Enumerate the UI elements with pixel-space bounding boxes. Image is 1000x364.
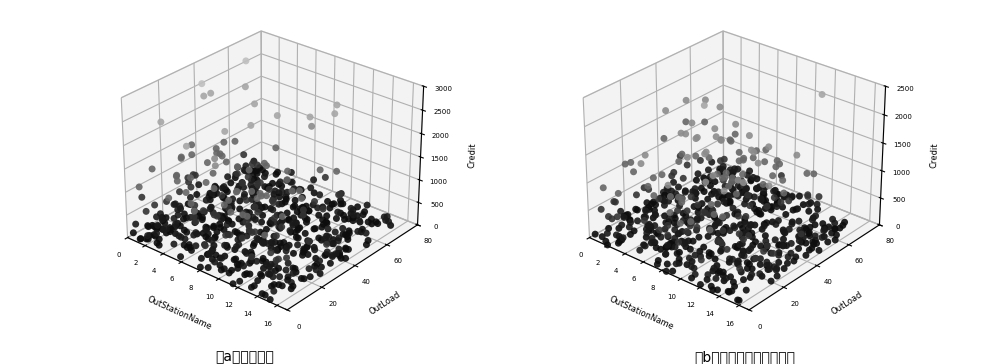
Text: （a）原始数据: （a）原始数据 (216, 350, 274, 364)
Y-axis label: OutLoad: OutLoad (368, 290, 402, 317)
X-axis label: OutStationName: OutStationName (607, 294, 675, 331)
Text: （b）异常值清洗后的数据: （b）异常值清洗后的数据 (694, 350, 796, 364)
X-axis label: OutStationName: OutStationName (145, 294, 213, 331)
Y-axis label: OutLoad: OutLoad (829, 290, 864, 317)
